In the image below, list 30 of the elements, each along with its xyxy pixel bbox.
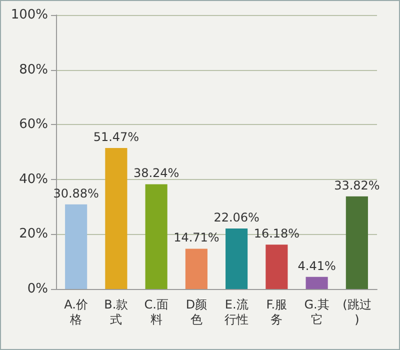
bar (145, 184, 168, 289)
bar (185, 248, 208, 289)
bar (105, 148, 128, 289)
x-tick-label: C.面料 (144, 298, 168, 326)
bar (266, 244, 288, 289)
data-label: 51.47% (93, 130, 140, 144)
data-label: 22.06% (214, 210, 260, 225)
y-tick-label: 40% (19, 172, 48, 187)
y-tick-label: 0% (27, 282, 48, 296)
data-label: 16.18% (254, 226, 300, 241)
x-tick-label: D颜色 (186, 298, 208, 326)
x-tick-label: E.流行性 (224, 298, 249, 326)
bar (346, 196, 368, 289)
x-tick-label: (跳过) (342, 298, 372, 326)
data-label: 4.41% (298, 258, 336, 273)
y-tick-label: 80% (19, 62, 48, 78)
y-tick-label: 60% (19, 117, 48, 132)
x-tick-label: G.其它 (304, 298, 330, 326)
data-label: 14.71% (174, 230, 220, 245)
bar (226, 228, 248, 289)
x-tick-label: F.服务 (266, 298, 288, 326)
bar (65, 204, 88, 289)
y-tick-label: 20% (19, 226, 48, 242)
bar (306, 276, 328, 289)
data-label: 33.82% (334, 178, 380, 192)
x-tick-label: A.价格 (64, 298, 88, 326)
y-tick-label: 100% (10, 8, 48, 22)
x-tick-label: B.款式 (104, 298, 128, 326)
data-label: 30.88% (53, 186, 99, 200)
data-label: 38.24% (133, 166, 180, 180)
